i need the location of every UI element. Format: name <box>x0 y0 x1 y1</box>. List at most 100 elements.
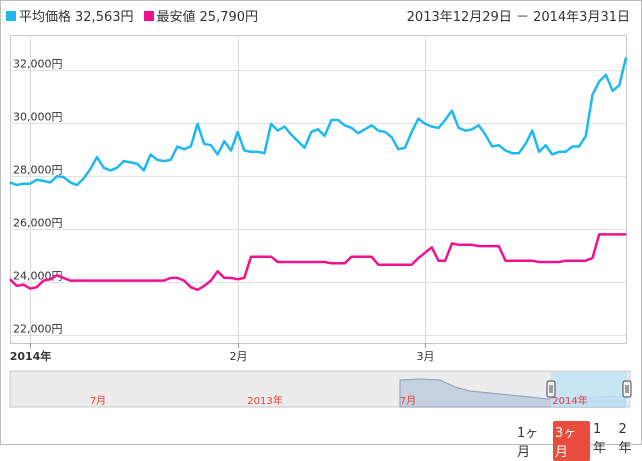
data-point <box>89 168 91 170</box>
x-tick-label: 3月 <box>417 350 435 363</box>
data-point <box>183 280 185 282</box>
data-point <box>424 123 426 125</box>
data-point <box>270 123 272 125</box>
data-point <box>263 152 265 154</box>
data-point <box>163 160 165 162</box>
data-point <box>330 262 332 264</box>
data-point <box>525 143 527 145</box>
data-point <box>478 124 480 126</box>
data-point <box>203 285 205 287</box>
data-point <box>277 261 279 263</box>
data-point <box>196 289 199 291</box>
data-point <box>371 256 373 258</box>
range-button-3-months[interactable]: 3ヶ月 <box>553 421 591 461</box>
range-button-2-years[interactable]: 2年 <box>618 422 632 456</box>
data-point <box>565 151 567 153</box>
data-point <box>504 149 507 152</box>
data-point <box>437 127 440 129</box>
data-point <box>451 242 453 244</box>
navigator-handle-left[interactable] <box>546 380 556 398</box>
data-point <box>217 270 219 272</box>
data-point <box>16 285 18 287</box>
y-tick-label: 28,000円 <box>13 164 63 177</box>
data-point <box>324 135 326 137</box>
legend-item-lowest-price[interactable]: 最安値 25,790円 <box>143 6 259 25</box>
data-point <box>203 143 205 145</box>
data-point <box>357 132 359 134</box>
range-button-1-year[interactable]: 1年 <box>593 422 607 456</box>
data-point <box>397 148 399 150</box>
data-point <box>36 179 38 181</box>
data-point <box>9 278 11 280</box>
data-point <box>283 126 286 128</box>
data-point <box>163 280 165 282</box>
data-point <box>210 144 212 146</box>
data-point <box>190 286 192 288</box>
data-point <box>538 261 540 263</box>
data-point <box>29 288 31 290</box>
data-point <box>578 260 580 262</box>
data-point <box>471 244 473 246</box>
data-point <box>458 244 460 246</box>
data-point <box>42 180 45 182</box>
data-point <box>83 177 85 179</box>
data-point <box>150 153 152 156</box>
data-point <box>116 167 118 169</box>
data-point <box>129 161 132 163</box>
y-tick-label: 22,000円 <box>13 323 63 336</box>
data-point <box>444 260 446 262</box>
handle-grip <box>546 380 556 398</box>
data-point <box>183 148 185 150</box>
data-point <box>56 175 58 177</box>
data-point <box>471 128 473 130</box>
data-point <box>625 233 627 235</box>
range-selector: 1ヶ月 3ヶ月 1年 2年 <box>515 421 642 461</box>
data-point <box>230 149 232 152</box>
data-point <box>350 127 353 129</box>
data-point <box>116 280 118 282</box>
data-point <box>344 262 346 264</box>
data-point <box>250 256 252 258</box>
data-point <box>9 181 11 183</box>
data-point <box>464 130 466 132</box>
navigator-label: 7月 <box>400 395 416 407</box>
data-point <box>585 135 587 137</box>
series-points-lowest-price <box>9 233 627 291</box>
data-point <box>170 159 172 161</box>
x-tick-label: 2014年 <box>10 349 52 363</box>
lowest-price-value: 25,790円 <box>199 10 259 25</box>
data-point <box>297 261 299 263</box>
data-point <box>598 233 600 235</box>
average-price-label: 平均価格 <box>19 10 72 25</box>
data-point <box>243 277 245 279</box>
data-point <box>571 145 574 148</box>
data-point <box>518 260 520 262</box>
data-point <box>478 245 480 247</box>
data-point <box>290 134 292 136</box>
y-tick-label: 32,000円 <box>13 58 63 71</box>
range-button-1-month[interactable]: 1ヶ月 <box>517 426 539 460</box>
data-point <box>22 284 24 286</box>
data-point <box>417 118 419 120</box>
navigator-handle-right[interactable] <box>622 380 632 398</box>
data-point <box>176 145 178 148</box>
series-points-average-price <box>9 57 627 186</box>
data-point <box>404 147 406 149</box>
data-point <box>364 128 366 130</box>
data-point <box>230 277 232 279</box>
data-point <box>237 131 239 133</box>
data-point <box>384 131 386 133</box>
legend: 平均価格 32,563円 最安値 25,790円 <box>6 6 268 25</box>
legend-item-average-price[interactable]: 平均価格 32,563円 <box>6 6 134 25</box>
data-point <box>243 149 245 152</box>
y-tick-label: 24,000円 <box>13 270 63 283</box>
data-point <box>263 256 265 258</box>
data-point <box>143 169 145 171</box>
data-point <box>417 257 419 259</box>
data-point <box>591 257 594 259</box>
lowest-price-swatch <box>143 10 154 21</box>
data-point <box>190 145 192 148</box>
data-point <box>511 152 513 154</box>
data-point <box>531 260 533 262</box>
data-point <box>237 278 239 280</box>
